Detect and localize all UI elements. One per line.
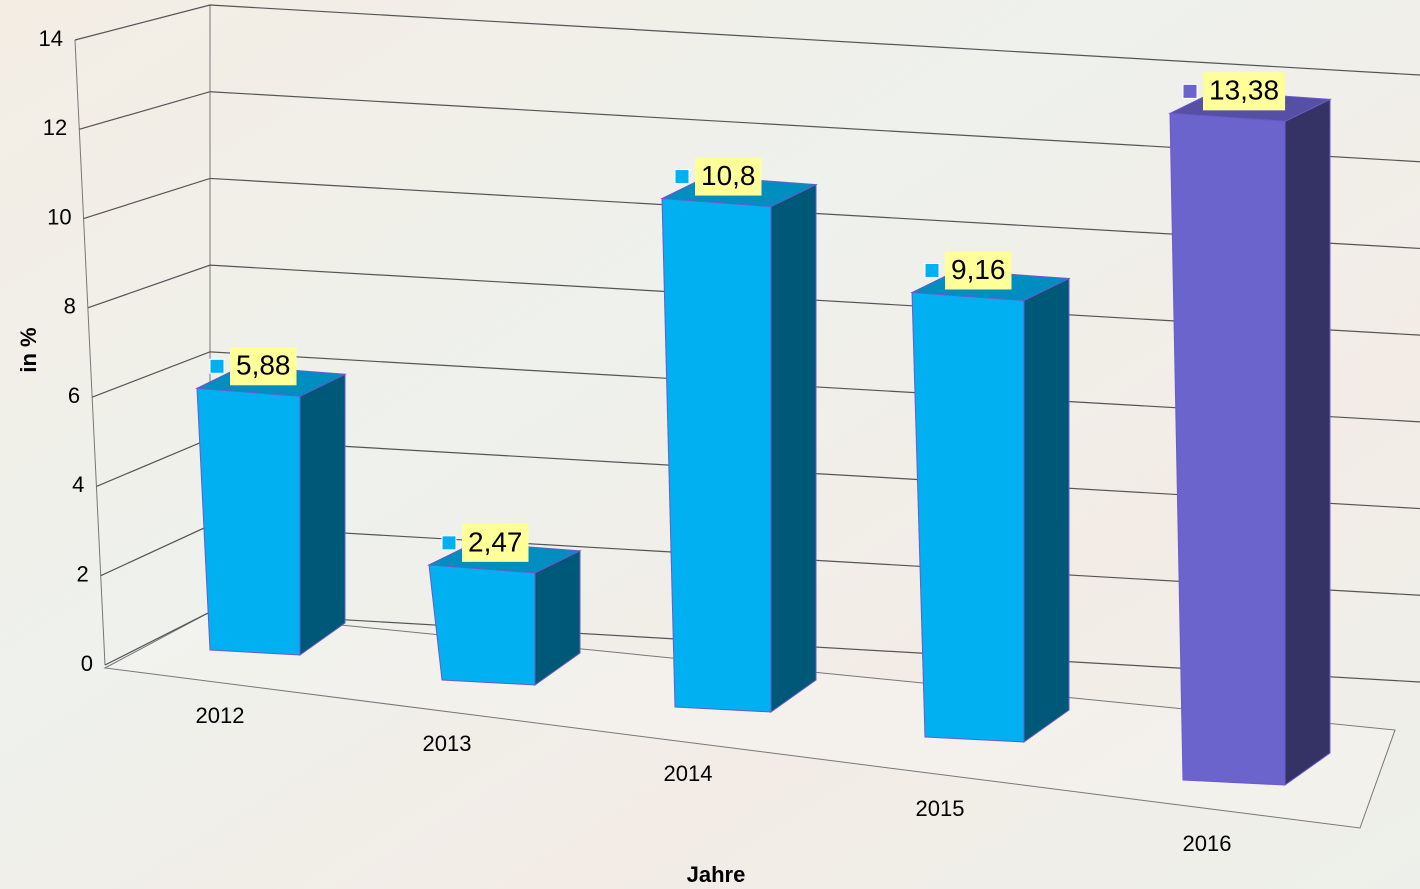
- grid-line: [83, 177, 1420, 250]
- bar: [911, 291, 1025, 743]
- label-box: [462, 523, 529, 562]
- label-marker: [1182, 83, 1198, 99]
- y-tick-label: 6: [68, 383, 80, 408]
- grid-line: [74, 4, 1420, 76]
- y-axis-title: in %: [16, 327, 41, 372]
- data-label: 9,16: [951, 254, 1006, 285]
- label-box: [230, 347, 297, 386]
- y-tick-label: 12: [43, 115, 67, 140]
- data-label: 13,38: [1209, 75, 1279, 106]
- label-marker: [924, 262, 940, 278]
- y-tick-label: 8: [64, 294, 76, 319]
- label-box: [945, 251, 1012, 290]
- label-marker: [674, 169, 690, 185]
- bar-side: [1284, 98, 1331, 786]
- y-tick-label: 10: [47, 204, 71, 229]
- x-tick-label: 2014: [664, 761, 713, 786]
- x-tick-label: 2015: [916, 796, 965, 821]
- grid-line: [79, 91, 1420, 163]
- y-axis: [74, 39, 106, 666]
- label-marker: [209, 358, 225, 374]
- data-label: 10,8: [701, 160, 756, 191]
- bar: [428, 564, 536, 686]
- bar: [1169, 112, 1286, 786]
- bar-side: [770, 183, 817, 713]
- bar: [661, 198, 772, 713]
- bar-side: [1023, 277, 1070, 743]
- floor: [103, 611, 1396, 829]
- y-tick-label: 2: [76, 562, 88, 587]
- x-tick-label: 2016: [1183, 831, 1232, 856]
- bar: [196, 387, 301, 656]
- y-tick-label: 0: [81, 651, 93, 676]
- data-label: 5,88: [236, 350, 291, 381]
- y-tick-label: 14: [39, 26, 63, 51]
- bar-side: [299, 373, 346, 656]
- y-tick-label: 4: [72, 472, 84, 497]
- x-axis-title: Jahre: [687, 862, 746, 887]
- label-marker: [441, 535, 457, 551]
- label-box: [1203, 72, 1286, 111]
- x-tick-label: 2013: [423, 731, 472, 756]
- label-box: [695, 157, 762, 196]
- x-tick-label: 2012: [196, 703, 245, 728]
- data-label: 2,47: [468, 526, 523, 557]
